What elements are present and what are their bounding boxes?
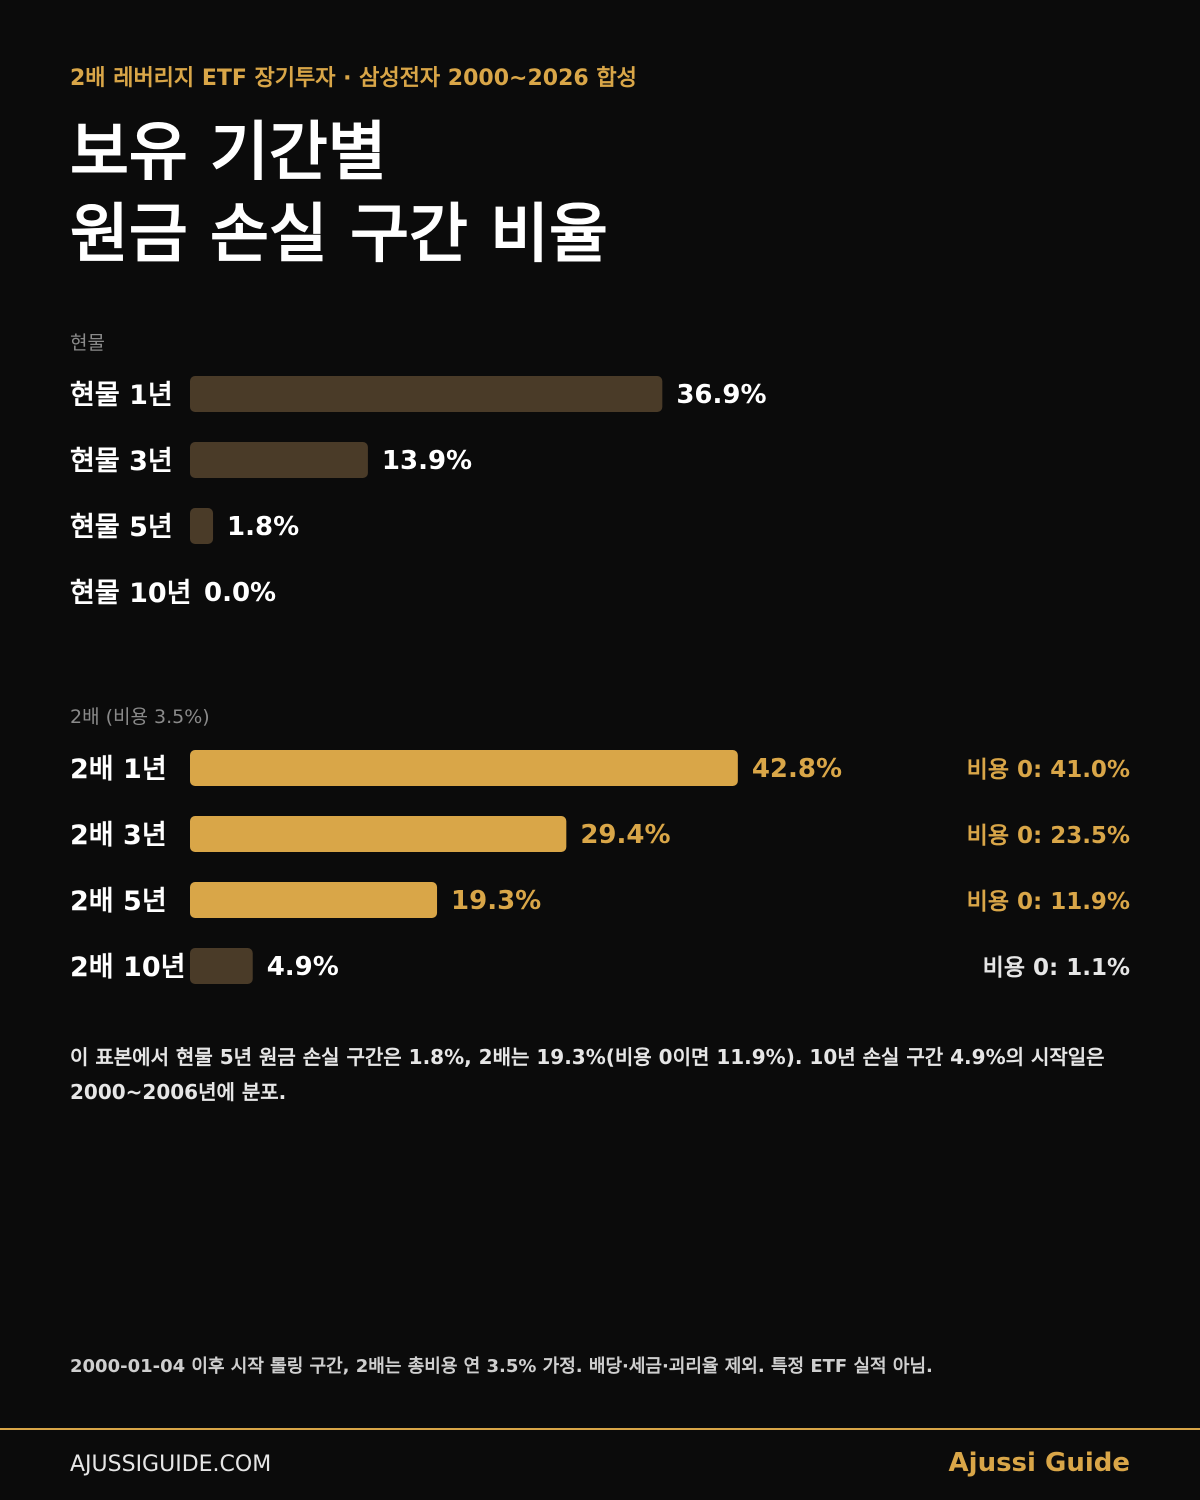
brand-name: Ajussi Guide [948, 1448, 1130, 1478]
category-label: 현물 1년 [70, 380, 173, 411]
value-label: 19.3% [451, 886, 541, 916]
bar [190, 376, 663, 412]
footnote: 2000-01-04 이후 시작 롤링 구간, 2배는 총비용 연 3.5% 가… [70, 1356, 933, 1377]
cost-zero-annotation: 비용 0: 1.1% [983, 955, 1130, 981]
title-line-1: 보유 기간별 [70, 116, 387, 190]
chart-kicker: 2배 레버리지 ETF 장기투자 · 삼성전자 2000~2026 합성 [70, 66, 637, 91]
category-label: 2배 3년 [70, 820, 167, 851]
value-label: 4.9% [267, 952, 339, 982]
section-label-spot: 현물 [70, 332, 105, 354]
summary-note: 이 표본에서 현물 5년 원금 손실 구간은 1.8%, 2배는 19.3%(비… [70, 1045, 1105, 1104]
bar [190, 442, 368, 478]
site-url: AJUSSIGUIDE.COM [70, 1452, 272, 1477]
cost-zero-annotation: 비용 0: 41.0% [967, 757, 1130, 783]
chart-title: 보유 기간별 원금 손실 구간 비율 [70, 112, 608, 276]
bar [190, 508, 214, 544]
value-label: 0.0% [204, 578, 276, 608]
bar [190, 948, 253, 984]
section-label-2x: 2배 (비용 3.5%) [70, 706, 210, 728]
value-label: 13.9% [382, 446, 472, 476]
cost-zero-annotation: 비용 0: 23.5% [967, 823, 1130, 849]
category-label: 현물 5년 [70, 512, 173, 543]
value-label: 42.8% [752, 754, 842, 784]
bar [190, 816, 567, 852]
category-label: 2배 10년 [70, 952, 185, 983]
value-label: 36.9% [676, 380, 766, 410]
category-label: 2배 1년 [70, 754, 167, 785]
category-label: 현물 10년 [70, 578, 192, 609]
value-label: 29.4% [580, 820, 670, 850]
footer-divider [0, 1428, 1200, 1430]
bar [190, 750, 738, 786]
category-label: 2배 5년 [70, 886, 167, 917]
title-line-2: 원금 손실 구간 비율 [70, 198, 608, 272]
bar [190, 882, 438, 918]
category-label: 현물 3년 [70, 446, 173, 477]
value-label: 1.8% [227, 512, 299, 542]
cost-zero-annotation: 비용 0: 11.9% [967, 889, 1130, 915]
